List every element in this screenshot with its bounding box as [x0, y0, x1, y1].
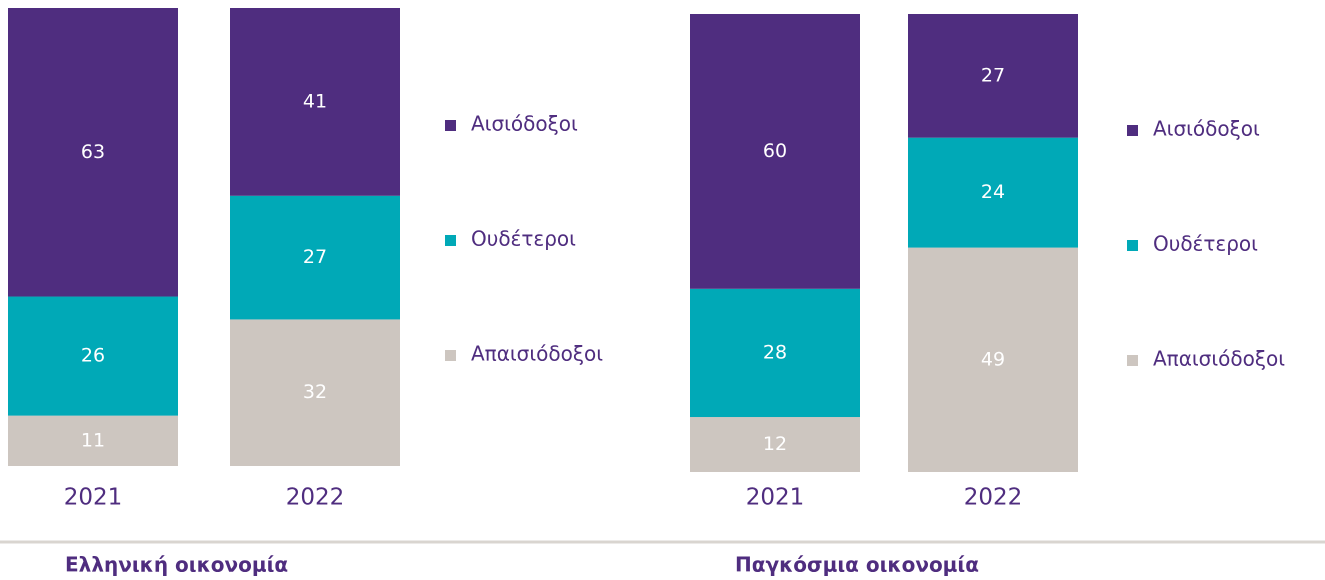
legend-swatch — [445, 350, 456, 361]
x-tick-label: 2022 — [964, 485, 1023, 511]
legend-swatch — [1127, 355, 1138, 366]
bar-segment — [230, 8, 400, 196]
legend-swatch — [1127, 240, 1138, 251]
legend-label: Απαισιόδοξοι — [1153, 347, 1285, 371]
bar-segment — [690, 14, 860, 289]
data-label: 41 — [303, 90, 327, 112]
bar-segment — [908, 14, 1078, 138]
bar-segment — [230, 195, 400, 320]
data-label: 27 — [981, 64, 1005, 86]
bar-segment — [690, 288, 860, 418]
data-label: 11 — [81, 429, 105, 451]
x-tick-label: 2021 — [746, 485, 805, 511]
bar-segment — [8, 8, 178, 297]
legend-label: Αισιόδοξοι — [1153, 117, 1260, 141]
bar-segment — [690, 417, 860, 472]
data-label: 12 — [763, 433, 787, 455]
bar-segment — [8, 296, 178, 416]
legend-label: Αισιόδοξοι — [471, 112, 578, 136]
legend-label: Απαισιόδοξοι — [471, 342, 603, 366]
legend-swatch — [1127, 125, 1138, 136]
legend-swatch — [445, 235, 456, 246]
data-label: 49 — [981, 348, 1005, 370]
bar-segment — [230, 319, 400, 466]
chart-title: Ελληνική οικονομία — [65, 553, 288, 577]
legend-swatch — [445, 120, 456, 131]
data-label: 28 — [763, 341, 787, 363]
chart-title: Παγκόσμια οικονομία — [735, 553, 979, 577]
data-label: 63 — [81, 141, 105, 163]
x-tick-label: 2022 — [286, 485, 345, 511]
data-label: 32 — [303, 381, 327, 403]
data-label: 27 — [303, 246, 327, 268]
x-tick-label: 2021 — [64, 485, 123, 511]
legend-label: Ουδέτεροι — [1153, 232, 1258, 256]
data-label: 60 — [763, 140, 787, 162]
legend-label: Ουδέτεροι — [471, 227, 576, 251]
data-label: 24 — [981, 181, 1005, 203]
bar-segment — [908, 137, 1078, 248]
bar-segment — [908, 247, 1078, 472]
data-label: 26 — [81, 345, 105, 367]
bar-segment — [8, 415, 178, 466]
